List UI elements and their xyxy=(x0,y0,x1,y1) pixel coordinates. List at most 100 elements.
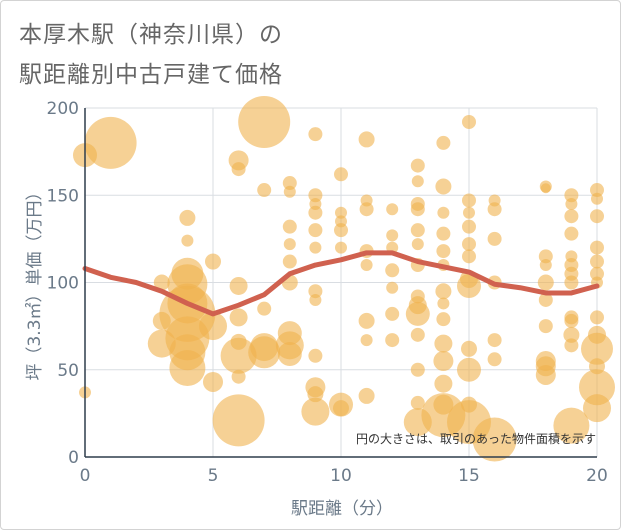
data-bubble xyxy=(282,219,297,234)
data-bubble xyxy=(231,369,246,384)
data-bubble xyxy=(277,342,302,367)
data-bubble xyxy=(360,259,373,272)
data-bubble xyxy=(435,178,452,195)
data-bubble xyxy=(563,326,580,343)
data-bubble xyxy=(410,362,425,377)
data-bubble xyxy=(581,332,613,365)
data-bubble xyxy=(538,249,553,264)
data-bubble xyxy=(564,188,579,203)
data-bubble xyxy=(358,387,375,404)
data-bubble xyxy=(462,219,476,234)
data-bubble xyxy=(229,276,248,295)
chart-title-line2: 駅距離別中古戸建て価格 xyxy=(19,62,283,88)
data-bubble xyxy=(199,312,227,341)
data-bubble xyxy=(309,241,322,254)
bubble-layer xyxy=(73,95,615,462)
data-bubble xyxy=(538,292,553,307)
data-bubble xyxy=(231,162,246,177)
data-bubble xyxy=(487,202,502,217)
data-bubble xyxy=(309,293,322,306)
data-bubble xyxy=(487,352,502,367)
y-ticks: 0 50 100 150 200 xyxy=(47,99,79,468)
data-bubble xyxy=(181,234,194,247)
x-axis-label: 駅距離（分） xyxy=(291,499,393,519)
y-tick-label: 50 xyxy=(57,361,79,381)
data-bubble xyxy=(437,297,450,310)
data-bubble xyxy=(540,183,551,194)
data-bubble xyxy=(462,114,476,129)
data-bubble xyxy=(282,254,297,269)
data-bubble xyxy=(462,193,476,208)
x-tick-label: 0 xyxy=(80,466,91,486)
data-bubble xyxy=(283,238,296,251)
data-bubble xyxy=(435,283,452,300)
data-bubble xyxy=(590,209,604,224)
data-bubble xyxy=(248,336,281,369)
data-bubble xyxy=(472,417,517,462)
data-bubble xyxy=(301,397,330,426)
data-bubble xyxy=(179,209,196,226)
data-bubble xyxy=(437,206,450,219)
chart-title-line1: 本厚木駅（神奈川県）の xyxy=(19,22,283,48)
data-bubble xyxy=(436,244,451,259)
data-bubble xyxy=(461,340,477,357)
data-bubble xyxy=(457,357,481,382)
data-bubble xyxy=(538,319,553,334)
data-bubble xyxy=(282,176,297,191)
data-bubble xyxy=(385,333,400,348)
data-bubble xyxy=(564,338,579,353)
data-bubble xyxy=(153,274,170,291)
data-bubble xyxy=(535,364,556,385)
data-bubble xyxy=(436,226,451,241)
data-bubble xyxy=(358,131,375,148)
data-bubble xyxy=(564,313,579,328)
data-bubble xyxy=(434,374,453,393)
data-bubble xyxy=(283,185,296,198)
data-bubble xyxy=(307,386,324,403)
data-bubble xyxy=(564,226,579,241)
x-tick-label: 15 xyxy=(458,466,480,486)
data-bubble xyxy=(462,249,476,264)
data-bubble xyxy=(203,371,223,392)
data-bubble xyxy=(205,253,221,270)
data-bubble xyxy=(411,238,424,251)
data-bubble xyxy=(308,348,323,363)
x-tick-label: 20 xyxy=(586,466,608,486)
data-bubble xyxy=(359,202,374,217)
data-bubble xyxy=(436,135,451,150)
bubble-size-note: 円の大きさは、取引のあった物件面積を示す xyxy=(356,431,596,446)
data-bubble xyxy=(590,240,604,255)
data-bubble xyxy=(405,301,430,326)
data-bubble xyxy=(565,197,578,210)
data-bubble xyxy=(591,192,603,205)
data-bubble xyxy=(590,254,604,269)
y-tick-label: 200 xyxy=(47,99,79,119)
data-bubble xyxy=(385,306,400,321)
data-bubble xyxy=(358,312,375,329)
data-bubble xyxy=(334,223,348,238)
x-tick-label: 10 xyxy=(330,466,352,486)
data-bubble xyxy=(433,351,454,372)
data-bubble xyxy=(410,327,425,342)
data-bubble xyxy=(463,206,475,219)
y-axis-label: 坪（3.3㎡）単価（万円） xyxy=(25,183,45,380)
data-bubble xyxy=(386,203,399,216)
data-bubble xyxy=(333,400,349,417)
data-bubble xyxy=(436,312,451,327)
data-bubble xyxy=(335,206,347,219)
data-bubble xyxy=(553,407,590,444)
data-bubble xyxy=(386,229,399,242)
x-ticks: 0 5 10 15 20 xyxy=(80,466,608,486)
data-bubble xyxy=(385,263,400,278)
data-bubble xyxy=(386,281,399,294)
data-bubble xyxy=(335,241,347,254)
data-bubble xyxy=(539,259,552,272)
data-bubble xyxy=(169,350,206,387)
data-bubble xyxy=(360,334,373,347)
data-bubble xyxy=(487,231,502,246)
data-bubble xyxy=(411,175,424,188)
data-bubble xyxy=(229,308,248,327)
axes xyxy=(84,108,597,458)
data-bubble xyxy=(308,284,323,299)
